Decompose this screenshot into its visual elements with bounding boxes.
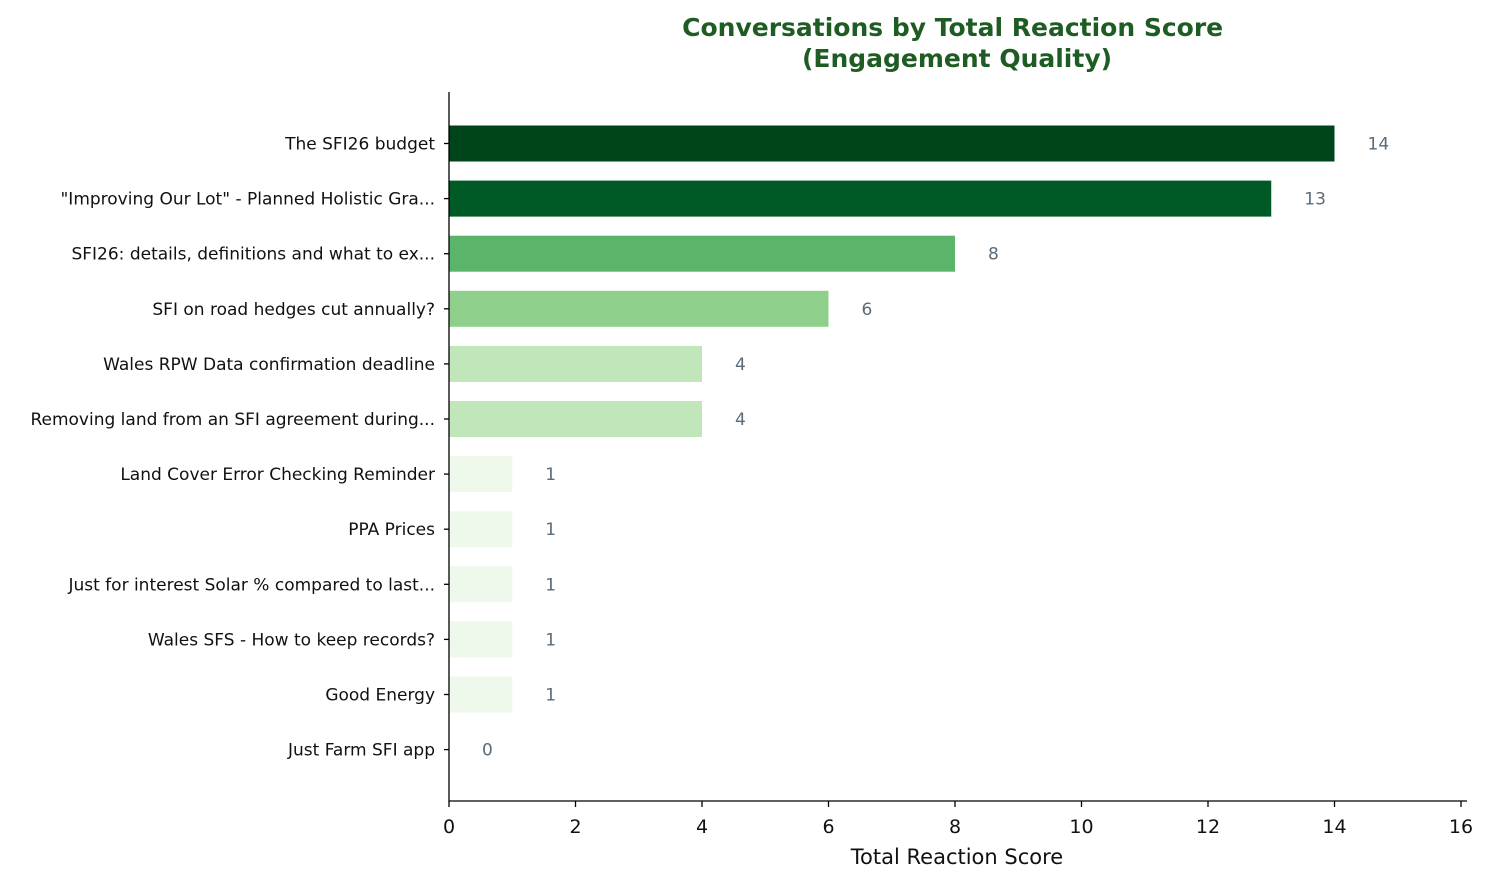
bar (449, 511, 513, 548)
bar (449, 456, 513, 493)
category-label: The SFI26 budget (284, 135, 435, 155)
value-label: 1 (545, 686, 556, 706)
x-axis: 0 2 4 6 8 10 12 14 16 (443, 800, 1473, 838)
value-label: 1 (545, 520, 556, 540)
category-label: Wales SFS - How to keep records? (148, 630, 435, 650)
x-tick-label: 2 (569, 816, 581, 838)
value-label: 0 (482, 741, 493, 761)
value-labels-group: 14 13 8 6 4 4 1 1 1 1 1 0 (482, 135, 1389, 761)
value-label: 8 (988, 245, 999, 265)
x-tick-label: 14 (1322, 816, 1346, 838)
chart-title-line-1: Conversations by Total Reaction Score (682, 13, 1223, 42)
bar (449, 676, 513, 713)
x-tick-label: 10 (1069, 816, 1093, 838)
category-label: SFI26: details, definitions and what to … (71, 245, 435, 265)
category-label: Land Cover Error Checking Reminder (120, 465, 435, 485)
chart-title: Conversations by Total Reaction Score (E… (682, 13, 1232, 73)
value-label: 1 (545, 575, 556, 595)
bar (449, 235, 955, 272)
x-tick-label: 0 (443, 816, 455, 838)
category-label: SFI on road hedges cut annually? (152, 300, 435, 320)
category-label: PPA Prices (348, 520, 435, 540)
category-label: Just Farm SFI app (287, 741, 435, 761)
category-label: Good Energy (325, 686, 435, 706)
value-label: 4 (735, 355, 746, 375)
bars-group (449, 125, 1335, 713)
category-label: "Improving Our Lot" - Planned Holistic G… (60, 190, 435, 210)
x-axis-title: Total Reaction Score (850, 845, 1063, 869)
bar (449, 401, 702, 437)
bar (449, 290, 829, 327)
value-label: 1 (545, 465, 556, 485)
bar (449, 180, 1272, 217)
bar (449, 566, 513, 603)
value-label: 6 (862, 300, 873, 320)
x-tick-label: 12 (1196, 816, 1220, 838)
category-label: Wales RPW Data confirmation deadline (103, 355, 435, 375)
x-tick-label: 4 (696, 816, 708, 838)
category-labels-group: The SFI26 budget "Improving Our Lot" - Pl… (30, 135, 449, 761)
category-label: Just for interest Solar % compared to la… (67, 575, 435, 595)
value-label: 1 (545, 630, 556, 650)
category-label: Removing land from an SFI agreement duri… (30, 410, 435, 430)
x-tick-label: 8 (949, 816, 961, 838)
chart-title-line-2: (Engagement Quality) (802, 44, 1112, 73)
bar (449, 621, 513, 658)
value-label: 4 (735, 410, 746, 430)
bar (449, 125, 1335, 162)
value-label: 13 (1304, 190, 1326, 210)
x-tick-label: 16 (1449, 816, 1473, 838)
value-label: 14 (1368, 135, 1390, 155)
x-tick-label: 6 (822, 816, 834, 838)
bar (449, 345, 702, 382)
